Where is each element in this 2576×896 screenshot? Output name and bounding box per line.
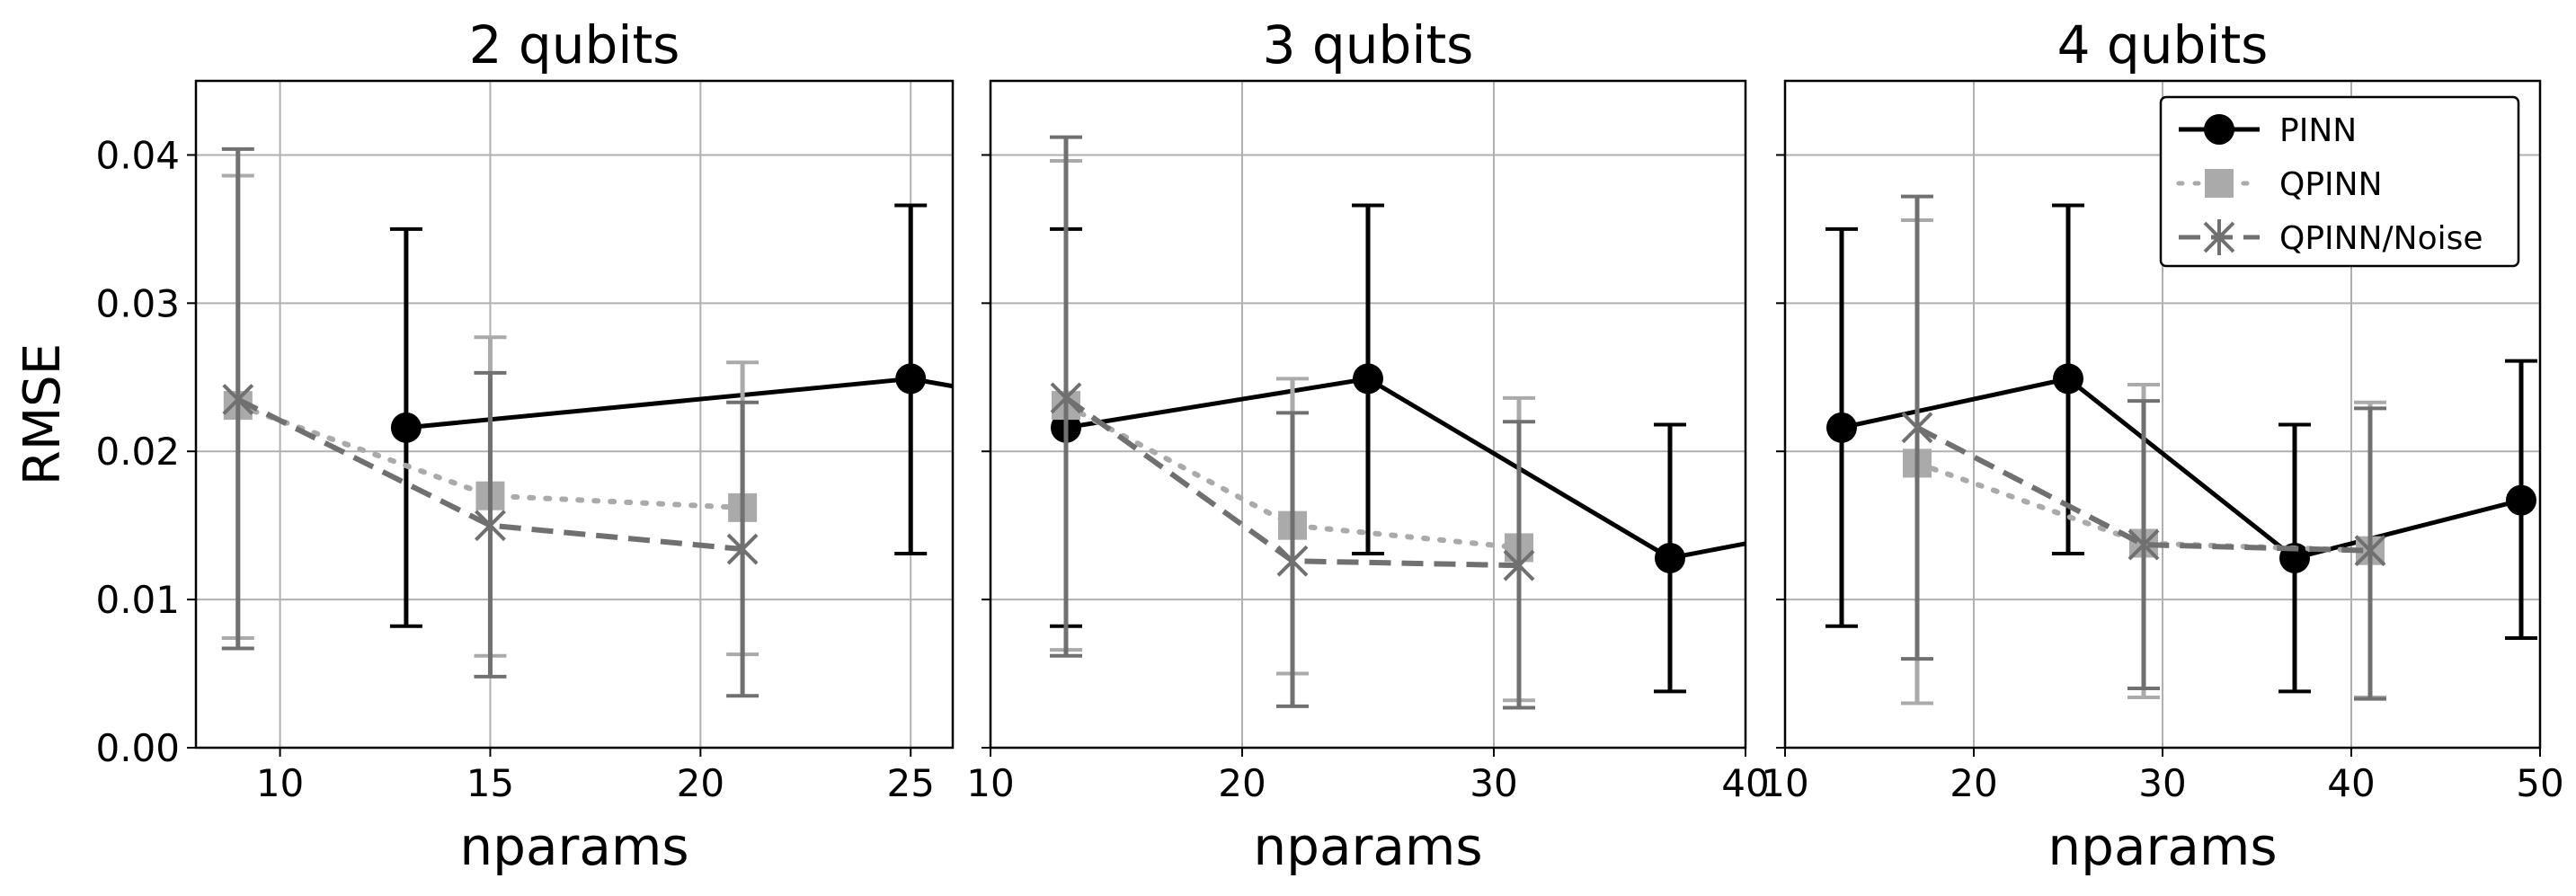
legend-marker [2203,221,2235,253]
series-pinn [1825,203,2537,694]
data-point [2127,528,2160,561]
panel-title: 4 qubits [2057,14,2269,75]
x-axis-label: nparams [1253,816,1482,877]
panel-title: 2 qubits [469,14,680,75]
plot-area [1825,194,2537,705]
x-tick-label: 30 [1470,761,1517,805]
legend-box [2159,95,2520,268]
x-tick-label: 10 [256,761,304,805]
x-axis-label: nparams [2047,816,2277,877]
legend-label: QPINN/Noise [2279,220,2483,257]
legend: PINN QPINN QPINN/Noise [2159,95,2520,268]
x-tick-label: 10 [966,761,1014,805]
series-qpinn-noise [1901,194,2386,701]
x-tick-label: 25 [886,761,934,805]
series-pinn [389,203,953,628]
data-point [895,363,927,395]
data-point [2506,484,2536,516]
data-point [390,412,422,443]
panel-3-qubits: 10 20 30 40 3 qubits nparams [966,14,1987,877]
plot-frame [194,79,955,750]
panel-2-qubits: 10 15 20 25 0.00 0.01 0.02 0.03 0.04 2 qubits npar… [13,14,955,877]
series-line [1915,425,2371,554]
x-tick-label: 40 [2327,761,2375,805]
legend-marker [2204,114,2234,145]
legend-label: QPINN [2279,166,2383,203]
x-tick-label: 10 [1761,761,1808,805]
series-line [1841,376,2522,561]
y-tick-label: 0.03 [95,281,180,325]
legend-marker [2205,169,2234,198]
y-tick-label: 0.00 [95,726,180,770]
plot-area [1050,135,1987,710]
x-tick-label: 20 [1218,761,1266,805]
y-tick-label: 0.04 [95,133,180,177]
y-axis-label: RMSE [13,343,72,485]
x-tick-label: 20 [677,761,724,805]
data-point [726,533,759,565]
data-point [222,384,254,415]
plot-frame [1783,79,2542,750]
panel-4-qubits: 10 20 30 40 50 4 qubits nparams PINN QPINN QPINN/… [1761,14,2563,877]
data-point [2053,363,2083,395]
series-line [235,403,746,510]
data-point [1050,382,1082,414]
x-axis-label: nparams [459,816,688,877]
data-point [1957,485,1987,516]
data-point [1276,545,1309,577]
data-point [1901,412,1933,444]
x-tick-label: 40 [1721,761,1769,805]
panel-title: 3 qubits [1263,14,1474,75]
x-tick-label: 15 [466,761,514,805]
legend-label: PINN [2279,112,2357,149]
x-tick-label: 20 [1950,761,1997,805]
series-qpinn-noise [1050,135,1535,710]
data-point [475,510,506,542]
plot-area [221,146,953,698]
data-point [1503,549,1535,581]
series-qpinn-noise [221,146,759,698]
x-tick-label: 30 [2138,761,2186,805]
plot-frame [989,79,1747,750]
y-tick-label: 0.01 [95,578,180,622]
x-tick-label: 50 [2516,761,2563,805]
data-point [1353,363,1383,395]
data-point [1826,412,1857,443]
grid [196,81,953,749]
data-point [2354,535,2386,567]
data-point [1655,542,1685,573]
y-tick-label: 0.02 [95,430,180,474]
